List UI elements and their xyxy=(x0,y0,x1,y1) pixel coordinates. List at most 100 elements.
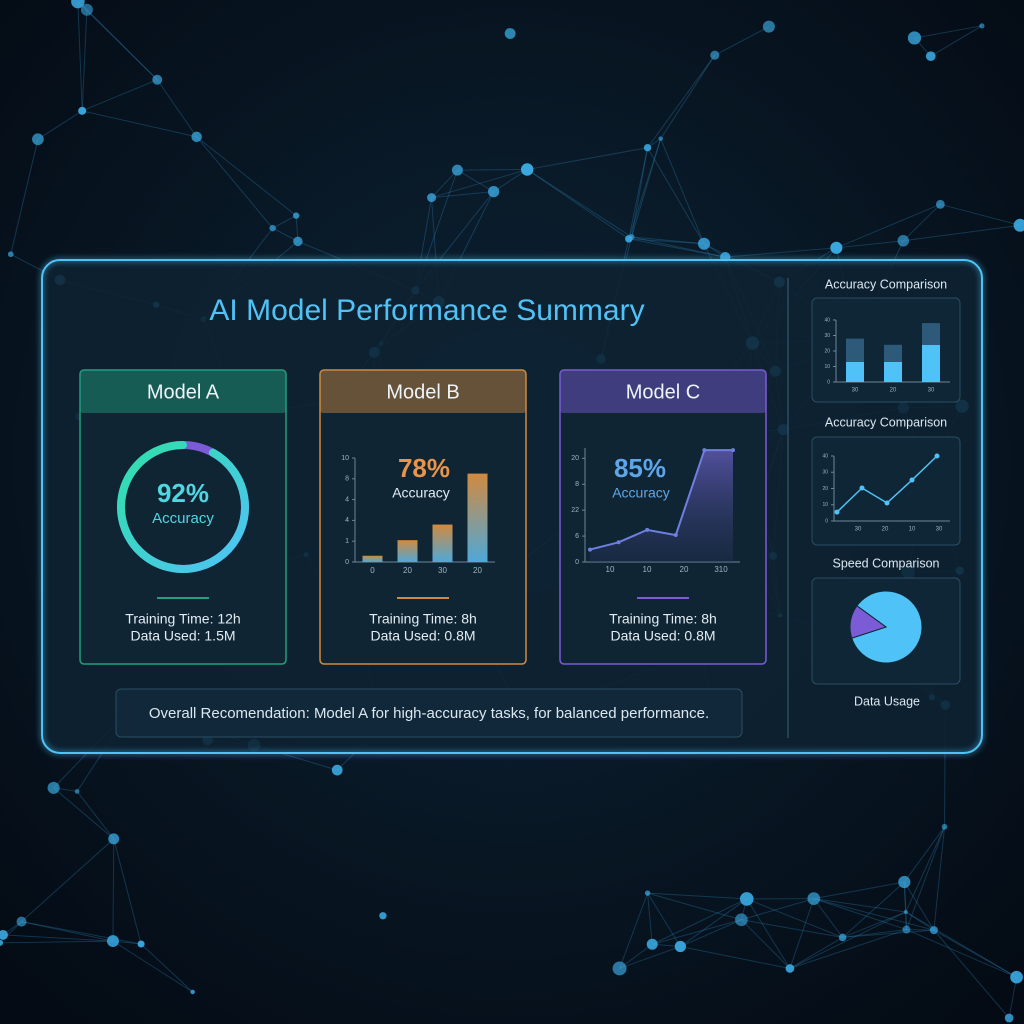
network-link xyxy=(905,826,946,930)
model-header xyxy=(320,370,526,413)
x-tick-label: 10 xyxy=(909,527,916,533)
network-link xyxy=(647,892,681,947)
sidebar-title: Accuracy Comparison xyxy=(825,415,947,429)
network-node xyxy=(152,74,163,85)
network-link xyxy=(82,110,197,138)
network-link xyxy=(836,240,904,249)
metric-label: Accuracy xyxy=(392,485,450,501)
network-link xyxy=(86,9,158,81)
network-link xyxy=(628,138,662,239)
network-link xyxy=(680,919,742,947)
network-node xyxy=(628,234,635,240)
network-node xyxy=(941,823,948,830)
x-tick-label: 20 xyxy=(890,388,897,394)
network-node xyxy=(925,51,936,62)
network-link xyxy=(3,934,113,942)
pie-slice xyxy=(851,590,923,664)
bar-segment xyxy=(884,344,902,362)
network-link xyxy=(647,893,653,945)
network-link xyxy=(647,892,742,921)
network-node xyxy=(451,164,463,176)
point xyxy=(859,485,865,491)
data-used: Data Used: 1.5M xyxy=(130,628,235,644)
y-tick-label: 0 xyxy=(825,518,828,524)
training-time: Training Time: 8h xyxy=(609,611,717,627)
network-link xyxy=(905,826,945,913)
network-link xyxy=(902,203,941,242)
x-tick-label: 20 xyxy=(403,566,412,575)
network-link xyxy=(82,79,158,112)
network-node xyxy=(190,989,195,995)
network-node xyxy=(979,23,985,29)
network-node xyxy=(674,940,687,953)
pie-slice xyxy=(849,605,888,639)
network-node xyxy=(0,939,4,946)
bar-segment xyxy=(922,323,940,345)
title: AI Model Performance Summary xyxy=(209,294,644,327)
network-link xyxy=(933,929,1017,978)
model-card xyxy=(559,369,767,665)
network-node xyxy=(7,251,14,258)
model-name: Model B xyxy=(386,381,459,403)
x-tick-label: 310 xyxy=(714,565,728,574)
network-node xyxy=(137,940,145,948)
network-link xyxy=(77,1,83,111)
recommendation: Overall Recomendation: Model A for high-… xyxy=(149,705,709,722)
network-link xyxy=(619,892,649,969)
point xyxy=(588,547,592,552)
network-node xyxy=(907,31,922,45)
network-link xyxy=(933,826,946,931)
network-node xyxy=(80,3,93,16)
y-tick-label: 6 xyxy=(575,533,579,540)
network-node xyxy=(697,237,711,250)
network-link xyxy=(53,787,115,840)
network-link xyxy=(431,191,494,199)
network-node xyxy=(710,50,720,60)
model-card xyxy=(79,369,287,665)
y-tick-label: 8 xyxy=(345,476,349,483)
network-link xyxy=(680,946,791,969)
network-node xyxy=(612,961,627,976)
bar-segment xyxy=(846,338,864,362)
network-node xyxy=(379,912,387,920)
model-header xyxy=(560,370,766,413)
network-link xyxy=(431,169,528,199)
pie-caption: Data Usage xyxy=(854,694,920,708)
network-link xyxy=(903,826,945,883)
model-name: Model C xyxy=(626,381,700,403)
recommendation-box xyxy=(115,688,743,738)
y-tick-label: 30 xyxy=(822,470,828,476)
network-link xyxy=(660,138,705,244)
point xyxy=(645,527,650,532)
network-node xyxy=(269,224,276,232)
area xyxy=(590,450,733,562)
network-link xyxy=(842,881,905,938)
network-link xyxy=(272,215,297,229)
network-link xyxy=(741,919,791,969)
network-node xyxy=(739,892,754,906)
bar-segment xyxy=(846,361,864,382)
network-link xyxy=(813,898,907,931)
network-link xyxy=(741,898,814,921)
network-link xyxy=(493,169,528,193)
y-tick-label: 1 xyxy=(345,538,349,545)
network-link xyxy=(77,1,158,81)
network-node xyxy=(108,833,120,845)
y-tick-label: 40 xyxy=(824,317,830,323)
network-link xyxy=(628,147,649,239)
network-link xyxy=(930,25,983,57)
network-link xyxy=(527,147,648,171)
network-link xyxy=(1008,977,1018,1019)
network-link xyxy=(652,898,747,945)
network-link xyxy=(714,26,770,56)
network-link xyxy=(647,892,747,900)
network-link xyxy=(112,838,115,942)
network-link xyxy=(789,898,815,969)
network-link xyxy=(813,898,844,938)
x-tick-label: 30 xyxy=(936,527,943,533)
network-link xyxy=(631,236,705,245)
y-tick-label: 40 xyxy=(822,453,828,459)
network-link xyxy=(842,929,934,938)
line xyxy=(589,449,733,551)
network-link xyxy=(647,54,716,149)
